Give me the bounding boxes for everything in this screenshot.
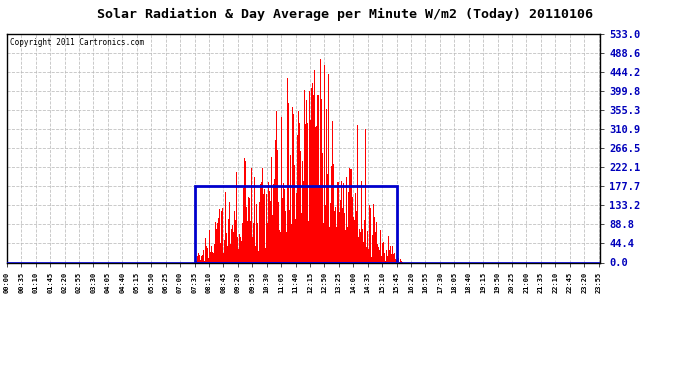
Text: Solar Radiation & Day Average per Minute W/m2 (Today) 20110106: Solar Radiation & Day Average per Minute… xyxy=(97,8,593,21)
Text: Copyright 2011 Cartronics.com: Copyright 2011 Cartronics.com xyxy=(10,38,144,47)
Bar xyxy=(195,186,397,262)
